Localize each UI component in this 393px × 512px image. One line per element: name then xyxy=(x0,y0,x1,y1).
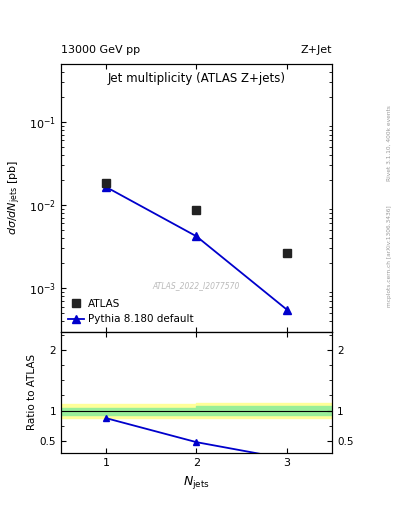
ATLAS xyxy=(194,207,199,213)
Text: 13000 GeV pp: 13000 GeV pp xyxy=(61,45,140,55)
Pythia 8.180 default xyxy=(104,184,108,190)
Text: Rivet 3.1.10, 400k events: Rivet 3.1.10, 400k events xyxy=(387,105,392,181)
X-axis label: $N_\mathrm{jets}$: $N_\mathrm{jets}$ xyxy=(183,474,210,490)
Text: Jet multiplicity (ATLAS Z+jets): Jet multiplicity (ATLAS Z+jets) xyxy=(108,72,285,85)
Text: Z+Jet: Z+Jet xyxy=(301,45,332,55)
Y-axis label: Ratio to ATLAS: Ratio to ATLAS xyxy=(27,354,37,431)
Line: ATLAS: ATLAS xyxy=(102,179,291,257)
Pythia 8.180 default xyxy=(285,307,289,313)
Text: ATLAS_2022_I2077570: ATLAS_2022_I2077570 xyxy=(153,282,240,290)
ATLAS xyxy=(104,180,108,186)
Y-axis label: $d\sigma/dN_\mathrm{jets}\ \mathrm{[pb]}$: $d\sigma/dN_\mathrm{jets}\ \mathrm{[pb]}… xyxy=(7,160,24,236)
ATLAS xyxy=(285,250,289,256)
Line: Pythia 8.180 default: Pythia 8.180 default xyxy=(102,183,291,313)
Pythia 8.180 default xyxy=(194,233,199,240)
Legend: ATLAS, Pythia 8.180 default: ATLAS, Pythia 8.180 default xyxy=(66,297,196,326)
Text: mcplots.cern.ch [arXiv:1306.3436]: mcplots.cern.ch [arXiv:1306.3436] xyxy=(387,205,392,307)
